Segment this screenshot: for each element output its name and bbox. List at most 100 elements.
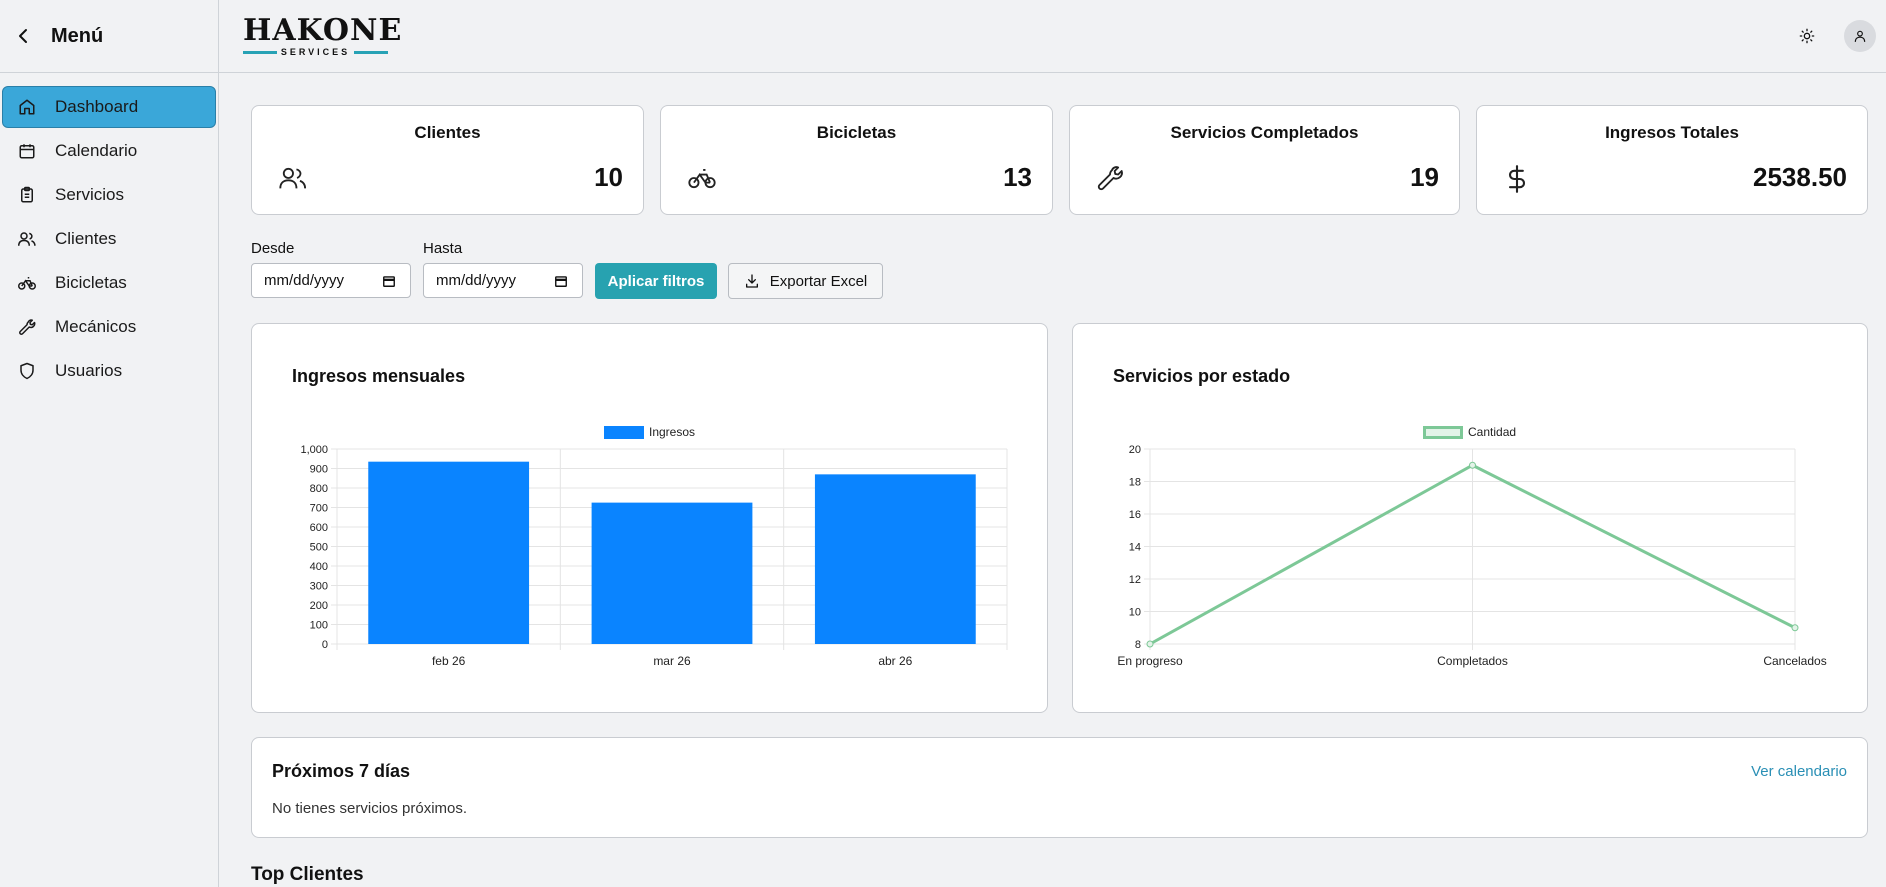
upcoming-title: Próximos 7 días: [272, 761, 411, 781]
clipboard-icon: [16, 184, 38, 206]
chevron-left-icon[interactable]: [14, 26, 34, 46]
bar: [591, 502, 753, 644]
users-icon: [16, 228, 38, 250]
data-point: [1146, 640, 1154, 648]
y-tick-label: 100: [310, 620, 328, 632]
chart-legend[interactable]: Ingresos: [604, 425, 695, 439]
bar: [814, 474, 976, 644]
from-date-placeholder: mm/dd/yyyy: [264, 272, 345, 289]
upcoming-empty-message: No tienes servicios próximos.: [272, 800, 468, 817]
x-tick-label: Cancelados: [1763, 654, 1826, 668]
sidebar-nav: Dashboard Calendario Servicios Clientes …: [0, 73, 218, 392]
logo[interactable]: HAKONE SERVICES: [243, 13, 403, 57]
sidebar-item-calendario[interactable]: Calendario: [2, 130, 216, 172]
y-tick-label: 800: [310, 483, 328, 495]
export-excel-label: Exportar Excel: [769, 272, 868, 290]
legend-swatch: [604, 425, 644, 439]
dollar-icon: [1503, 164, 1533, 194]
chart-title: Ingresos mensuales: [292, 366, 466, 386]
sidebar-item-usuarios[interactable]: Usuarios: [2, 350, 216, 392]
services-by-status-chart-card: Servicios por estado Cantidad 8 10 12 14 16 1…: [1072, 323, 1868, 713]
calendar-icon[interactable]: [554, 274, 568, 292]
user-icon: [1853, 29, 1867, 43]
x-tick-label: En progreso: [1117, 654, 1183, 668]
to-date-placeholder: mm/dd/yyyy: [436, 272, 517, 289]
wrench-icon: [1096, 164, 1126, 194]
x-tick-label: abr 26: [878, 654, 912, 668]
sidebar-title: Menú: [51, 24, 104, 47]
top-bar: HAKONE SERVICES: [219, 0, 1886, 73]
sidebar-item-label: Clientes: [55, 229, 117, 248]
stat-value: 13: [1003, 162, 1032, 192]
sidebar-item-label: Servicios: [55, 185, 124, 204]
logo-sub-text: SERVICES: [280, 47, 351, 57]
bar-chart: 0 100 200 300 400 500 600 700 800 900 1,000 feb 26 m…: [300, 444, 1008, 668]
y-tick-label: 600: [310, 522, 328, 534]
sidebar-item-label: Dashboard: [55, 97, 139, 116]
home-icon: [16, 96, 38, 118]
y-tick-label: 18: [1129, 477, 1141, 489]
stat-value: 19: [1410, 162, 1439, 192]
logo-main-text: HAKONE: [243, 13, 403, 48]
bar: [368, 461, 530, 644]
y-tick-label: 700: [310, 503, 328, 515]
sidebar-item-dashboard[interactable]: Dashboard: [2, 86, 216, 128]
monthly-income-chart-card: Ingresos mensuales Ingresos 0 100 200 300 40…: [251, 323, 1048, 713]
shield-icon: [16, 360, 38, 382]
x-tick-label: mar 26: [653, 654, 691, 668]
sidebar-item-bicicletas[interactable]: Bicicletas: [2, 262, 216, 304]
upcoming-services-card: Próximos 7 días Ver calendario No tienes…: [251, 737, 1868, 838]
y-tick-label: 14: [1129, 542, 1141, 554]
apply-filters-button[interactable]: Aplicar filtros: [595, 263, 717, 299]
calendar-icon: [16, 140, 38, 162]
stat-value: 2538.50: [1753, 162, 1847, 192]
sidebar-item-servicios[interactable]: Servicios: [2, 174, 216, 216]
stat-card-bicicletas: Bicicletas 13: [660, 105, 1053, 215]
data-point: [1791, 624, 1799, 632]
data-point: [1469, 461, 1476, 469]
view-calendar-link[interactable]: Ver calendario: [1751, 763, 1847, 780]
top-clients-title: Top Clientes: [251, 864, 364, 885]
avatar[interactable]: [1844, 20, 1876, 52]
sidebar-item-label: Usuarios: [55, 361, 123, 380]
bike-icon: [687, 164, 717, 194]
sidebar-item-mecanicos[interactable]: Mecánicos: [2, 306, 216, 348]
y-tick-label: 500: [310, 542, 328, 554]
chart-legend[interactable]: Cantidad: [1423, 425, 1516, 439]
users-icon: [278, 164, 308, 194]
sidebar-item-label: Mecánicos: [55, 317, 137, 336]
wrench-icon: [16, 316, 38, 338]
y-tick-label: 900: [310, 464, 328, 476]
bike-icon: [16, 272, 38, 294]
y-tick-label: 300: [310, 581, 328, 593]
sidebar-header: Menú: [0, 0, 218, 73]
sidebar-item-label: Calendario: [55, 141, 138, 160]
sidebar-item-clientes[interactable]: Clientes: [2, 218, 216, 260]
y-tick-label: 400: [310, 561, 328, 573]
y-tick-label: 10: [1129, 607, 1141, 619]
to-date-input[interactable]: mm/dd/yyyy: [423, 263, 583, 298]
x-tick-label: Completados: [1437, 654, 1508, 668]
y-tick-label: 20: [1129, 444, 1141, 456]
stat-card-ingresos-totales: Ingresos Totales 2538.50: [1476, 105, 1868, 215]
export-excel-button[interactable]: Exportar Excel: [728, 263, 883, 299]
y-tick-label: 8: [1135, 639, 1141, 651]
legend-swatch: [1423, 425, 1463, 439]
legend-label: Cantidad: [1468, 425, 1517, 439]
from-label: Desde: [251, 240, 295, 257]
sun-icon[interactable]: [1795, 24, 1819, 48]
x-tick-label: feb 26: [432, 654, 466, 668]
stat-title: Bicicletas: [816, 123, 897, 142]
from-date-input[interactable]: mm/dd/yyyy: [251, 263, 411, 298]
chart-title: Servicios por estado: [1113, 366, 1291, 386]
sidebar-item-label: Bicicletas: [55, 273, 127, 292]
sidebar: Menú Dashboard Calendario Servicios Clie…: [0, 0, 219, 887]
y-tick-label: 1,000: [300, 444, 328, 456]
to-label: Hasta: [423, 240, 463, 257]
calendar-icon[interactable]: [382, 274, 396, 292]
stat-title: Servicios Completados: [1170, 123, 1359, 142]
download-icon: [744, 273, 760, 289]
y-tick-label: 0: [322, 639, 328, 651]
line-chart: 8 10 12 14 16 18 20 En progreso Completados Cance…: [1117, 444, 1826, 668]
legend-label: Ingresos: [649, 425, 696, 439]
